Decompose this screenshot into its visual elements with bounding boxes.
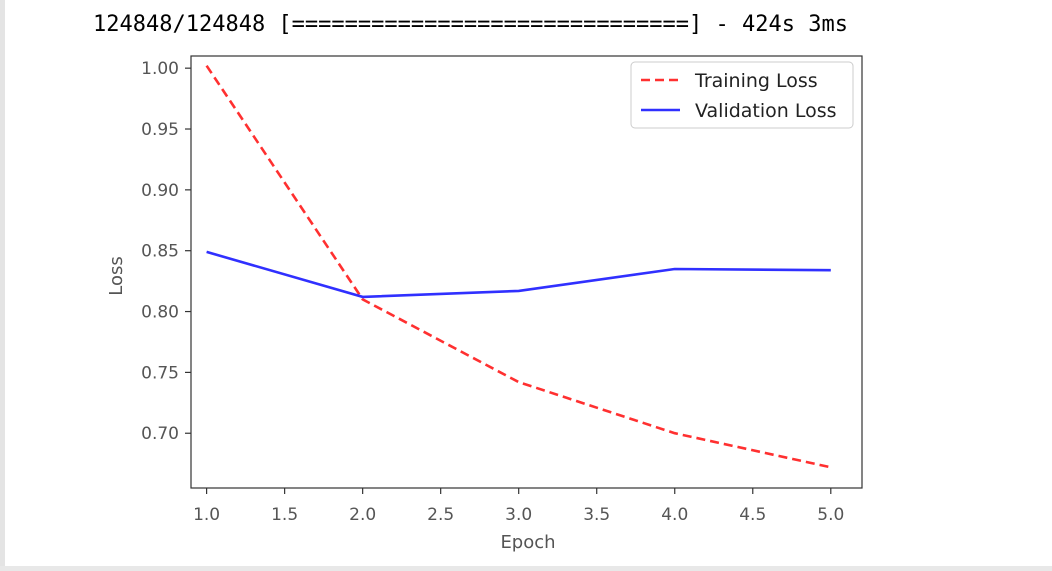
- x-tick-label: 1.5: [271, 505, 298, 525]
- x-tick-label: 2.0: [349, 505, 376, 525]
- x-tick-label: 3.5: [583, 505, 610, 525]
- legend: Training Loss Validation Loss: [630, 61, 854, 129]
- x-tick-label: 2.5: [427, 505, 454, 525]
- series-lines: [205, 64, 832, 469]
- cell-bottom-border: [0, 566, 1052, 571]
- y-tick-label: 0.75: [141, 363, 179, 383]
- legend-label: Training Loss: [694, 70, 818, 92]
- y-tick-label: 0.95: [141, 120, 179, 140]
- y-tick-label: 0.90: [141, 181, 179, 201]
- x-tick-label: 3.0: [505, 505, 532, 525]
- cell-left-border: [0, 0, 5, 571]
- x-axis-label: Epoch: [500, 532, 555, 553]
- y-tick-label: 0.70: [141, 424, 179, 444]
- legend-label: Validation Loss: [695, 100, 837, 122]
- x-tick-label: 4.5: [739, 505, 766, 525]
- series-line-validation-loss: [206, 250, 831, 299]
- y-ticks: 0.70 0.75 0.80 0.85 0.90 0.95 1.00: [141, 59, 191, 444]
- y-tick-label: 0.85: [141, 242, 179, 262]
- y-tick-label: 1.00: [141, 59, 179, 79]
- x-tick-label: 4.0: [661, 505, 688, 525]
- x-tick-label: 1.0: [193, 505, 220, 525]
- plot-area-border: [190, 55, 863, 489]
- x-tick-label: 5.0: [817, 505, 844, 525]
- training-progress-output: 124848/124848 [=========================…: [93, 12, 848, 37]
- y-axis-label: Loss: [106, 256, 127, 295]
- y-tick-label: 0.80: [141, 303, 179, 323]
- legend-box: [630, 61, 854, 129]
- axes-frame: [190, 55, 863, 489]
- series-line-training-loss: [205, 64, 832, 469]
- x-ticks: 1.0 1.5 2.0 2.5 3.0 3.5 4.0 4.5 5.0: [193, 488, 844, 525]
